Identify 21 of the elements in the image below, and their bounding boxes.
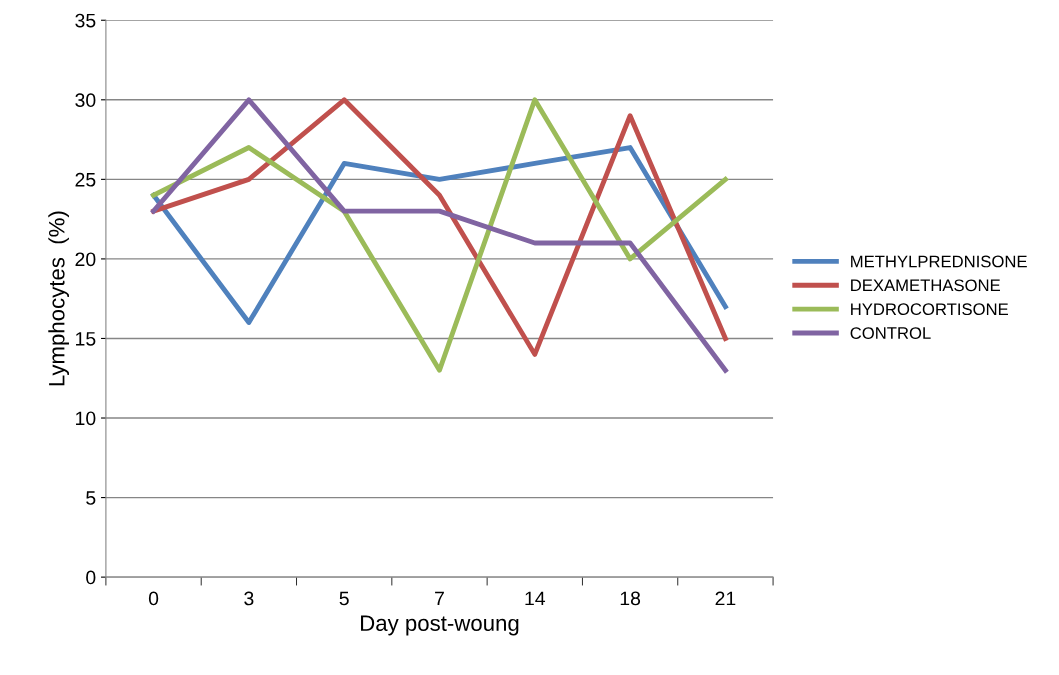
- x-axis-title: Day post-woung: [361, 615, 519, 636]
- x-tick-label: 18: [620, 591, 641, 606]
- y-tick-label: 5: [86, 491, 96, 505]
- y-axis-title: Lymphocytes (%): [48, 211, 69, 386]
- x-tick-label: 21: [715, 591, 736, 606]
- y-tick-label: 30: [75, 93, 96, 108]
- y-tick-label: 15: [76, 332, 96, 346]
- legend-label: METHYLPREDNISONE: [851, 255, 1027, 268]
- legend-label: CONTROL: [850, 327, 931, 339]
- x-tick-label: 7: [435, 591, 444, 606]
- y-tick-label: 10: [76, 411, 96, 426]
- x-tick-label: 5: [339, 591, 349, 606]
- y-tick-label: 25: [75, 172, 96, 187]
- y-tick-label: 20: [75, 252, 96, 267]
- y-tick-label: 0: [86, 570, 96, 585]
- y-tick-label: 35: [75, 13, 96, 28]
- legend-label: HYDROCORTISONE: [851, 303, 1008, 316]
- legend-label: DEXAMETHASONE: [851, 279, 1000, 292]
- x-tick-label: 14: [525, 591, 546, 606]
- x-tick-label: 0: [148, 591, 159, 606]
- x-tick-label: 3: [244, 591, 254, 606]
